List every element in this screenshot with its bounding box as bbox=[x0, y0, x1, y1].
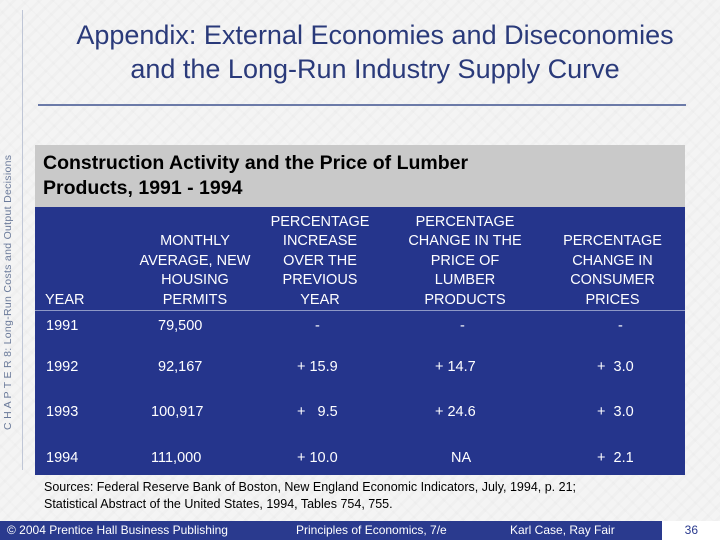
footer-bar: © 2004 Prentice Hall Business Publishing… bbox=[0, 521, 720, 540]
slide-title: Appendix: External Economies and Disecon… bbox=[40, 18, 710, 86]
table-title-line1: Construction Activity and the Price of L… bbox=[43, 152, 469, 174]
table-cell-lumber-change: - bbox=[460, 318, 465, 334]
column-header-line: CHANGE IN bbox=[572, 252, 653, 269]
table-cell-permits: 100,917 bbox=[151, 404, 204, 420]
table-cell-cpi-change: + 2.1 bbox=[597, 450, 634, 466]
table-title: Construction Activity and the Price of L… bbox=[43, 151, 663, 201]
table-cell-lumber-change: + 24.6 bbox=[435, 404, 476, 420]
table-cell-percent-increase: + 15.9 bbox=[297, 359, 338, 375]
side-divider bbox=[22, 10, 23, 470]
table-title-bar: Construction Activity and the Price of L… bbox=[35, 145, 685, 207]
table-cell-year: 1994 bbox=[46, 450, 79, 466]
column-header-lumber-price-change: PERCENTAGE CHANGE IN THE PRICE OF LUMBER… bbox=[390, 212, 540, 310]
column-header-line: PERCENTAGE bbox=[415, 213, 515, 230]
title-divider bbox=[38, 104, 686, 106]
sources-line2: Statistical Abstract of the United State… bbox=[44, 497, 393, 511]
sources-note: Sources: Federal Reserve Bank of Boston,… bbox=[44, 479, 694, 513]
page-number: 36 bbox=[662, 521, 720, 540]
column-header-line: CHANGE IN THE bbox=[408, 233, 522, 249]
chapter-side-label: C H A P T E R 8: Long-Run Costs and Outp… bbox=[2, 154, 14, 430]
table-cell-percent-increase: + 10.0 bbox=[297, 450, 338, 466]
column-header-line: PERCENTAGE bbox=[563, 233, 662, 249]
column-header-line: INCREASE bbox=[282, 233, 358, 249]
table-cell-permits: 92,167 bbox=[158, 359, 203, 375]
column-header-consumer-price-change: PERCENTAGE CHANGE IN CONSUMER PRICES bbox=[540, 212, 685, 310]
column-header-line: HOUSING bbox=[161, 272, 229, 288]
column-header-line: PERMITS bbox=[162, 291, 228, 308]
column-header-line: MONTHLY bbox=[160, 233, 230, 249]
column-header-line: CONSUMER bbox=[570, 272, 655, 288]
table-cell-year: 1993 bbox=[46, 404, 79, 420]
column-header-line: LUMBER bbox=[434, 272, 496, 288]
table-title-line2: Products, 1991 - 1994 bbox=[43, 177, 243, 199]
table-cell-year: 1991 bbox=[46, 318, 79, 334]
header-divider bbox=[35, 310, 685, 311]
column-header-line: PRICES bbox=[585, 291, 640, 308]
footer-book-title: Principles of Economics, 7/e bbox=[296, 523, 447, 537]
table-cell-lumber-change: + 14.7 bbox=[435, 359, 476, 375]
column-header-line: YEAR bbox=[45, 291, 85, 308]
table-cell-year: 1992 bbox=[46, 359, 79, 375]
table-cell-percent-increase: - bbox=[315, 318, 320, 334]
slide-title-line2: and the Long-Run Industry Supply Curve bbox=[130, 54, 620, 84]
slide-title-line1: Appendix: External Economies and Disecon… bbox=[76, 20, 674, 50]
table-cell-permits: 111,000 bbox=[151, 450, 202, 466]
column-header-line: PRICE OF bbox=[430, 252, 500, 269]
column-header-line: OVER THE bbox=[283, 252, 357, 269]
column-header-line: PRODUCTS bbox=[424, 291, 506, 308]
table-cell-cpi-change: - bbox=[618, 318, 623, 334]
table-cell-cpi-change: + 3.0 bbox=[597, 359, 634, 375]
column-header-permits: MONTHLY AVERAGE, NEW HOUSING PERMITS bbox=[110, 212, 280, 310]
footer-copyright: © 2004 Prentice Hall Business Publishing bbox=[7, 523, 228, 537]
column-header-line: YEAR bbox=[300, 291, 340, 308]
column-header-year: YEAR bbox=[45, 212, 135, 310]
column-header-line: AVERAGE, NEW bbox=[139, 252, 251, 269]
column-header-line: PERCENTAGE bbox=[270, 213, 370, 230]
table-cell-percent-increase: + 9.5 bbox=[297, 404, 338, 420]
data-table: Construction Activity and the Price of L… bbox=[35, 145, 685, 475]
column-header-line: PREVIOUS bbox=[282, 272, 358, 288]
sources-line1: Sources: Federal Reserve Bank of Boston,… bbox=[44, 480, 576, 494]
table-cell-cpi-change: + 3.0 bbox=[597, 404, 634, 420]
footer-authors: Karl Case, Ray Fair bbox=[510, 523, 615, 537]
column-header-percent-increase: PERCENTAGE INCREASE OVER THE PREVIOUS YE… bbox=[245, 212, 395, 310]
table-cell-lumber-change: NA bbox=[451, 450, 472, 466]
table-cell-permits: 79,500 bbox=[158, 318, 203, 334]
